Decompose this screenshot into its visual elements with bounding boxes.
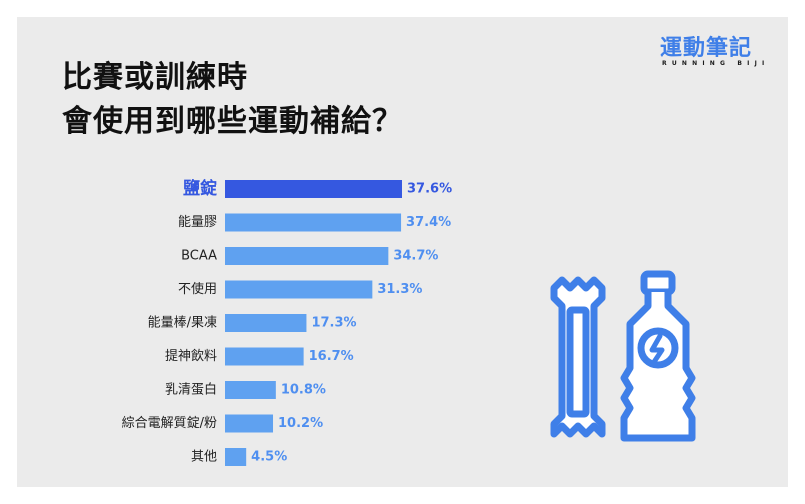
title-line-2: 會使用到哪些運動補給？ xyxy=(62,104,403,139)
category-label-5: 提神飲料 xyxy=(165,348,217,364)
energy-bar-icon xyxy=(550,276,606,438)
category-label-4: 能量棒/果凍 xyxy=(148,315,217,331)
category-label-7: 綜合電解質錠/粉 xyxy=(122,416,217,431)
category-label-1: 能量膠 xyxy=(178,215,217,230)
brand-logo: 運動筆記 RUNNING BIJI xyxy=(660,30,778,74)
value-label-8: 4.5% xyxy=(251,450,287,465)
bar-6 xyxy=(225,381,276,399)
bar-0 xyxy=(225,180,402,198)
value-label-3: 31.3% xyxy=(377,282,422,297)
category-label-8: 其他 xyxy=(191,450,217,465)
bar-7 xyxy=(225,414,274,433)
illustration xyxy=(550,270,696,442)
value-label-1: 37.4% xyxy=(406,215,451,230)
category-label-2: BCAA xyxy=(181,249,217,264)
category-label-0: 鹽錠 xyxy=(183,178,217,199)
bar-1 xyxy=(225,213,402,232)
bar-2 xyxy=(225,247,389,265)
value-label-7: 10.2% xyxy=(278,416,323,431)
bar-8 xyxy=(225,448,247,466)
value-label-2: 34.7% xyxy=(393,249,438,264)
title-line-1: 比賽或訓練時 xyxy=(62,60,248,95)
brand-name: 運動筆記 xyxy=(660,36,753,61)
sports-drink-bottle-icon xyxy=(620,270,696,442)
chart-title: 比賽或訓練時 會使用到哪些運動補給？ xyxy=(62,56,403,144)
category-label-3: 不使用 xyxy=(178,281,217,297)
bar-5 xyxy=(225,347,304,366)
value-label-0: 37.6% xyxy=(407,182,452,197)
brand-tagline: RUNNING BIJI xyxy=(662,60,770,67)
bar-3 xyxy=(225,280,373,299)
value-label-5: 16.7% xyxy=(309,349,354,364)
bar-4 xyxy=(225,314,307,332)
value-label-4: 17.3% xyxy=(311,316,356,331)
category-label-6: 乳清蛋白 xyxy=(165,382,217,398)
value-label-6: 10.8% xyxy=(281,383,326,398)
